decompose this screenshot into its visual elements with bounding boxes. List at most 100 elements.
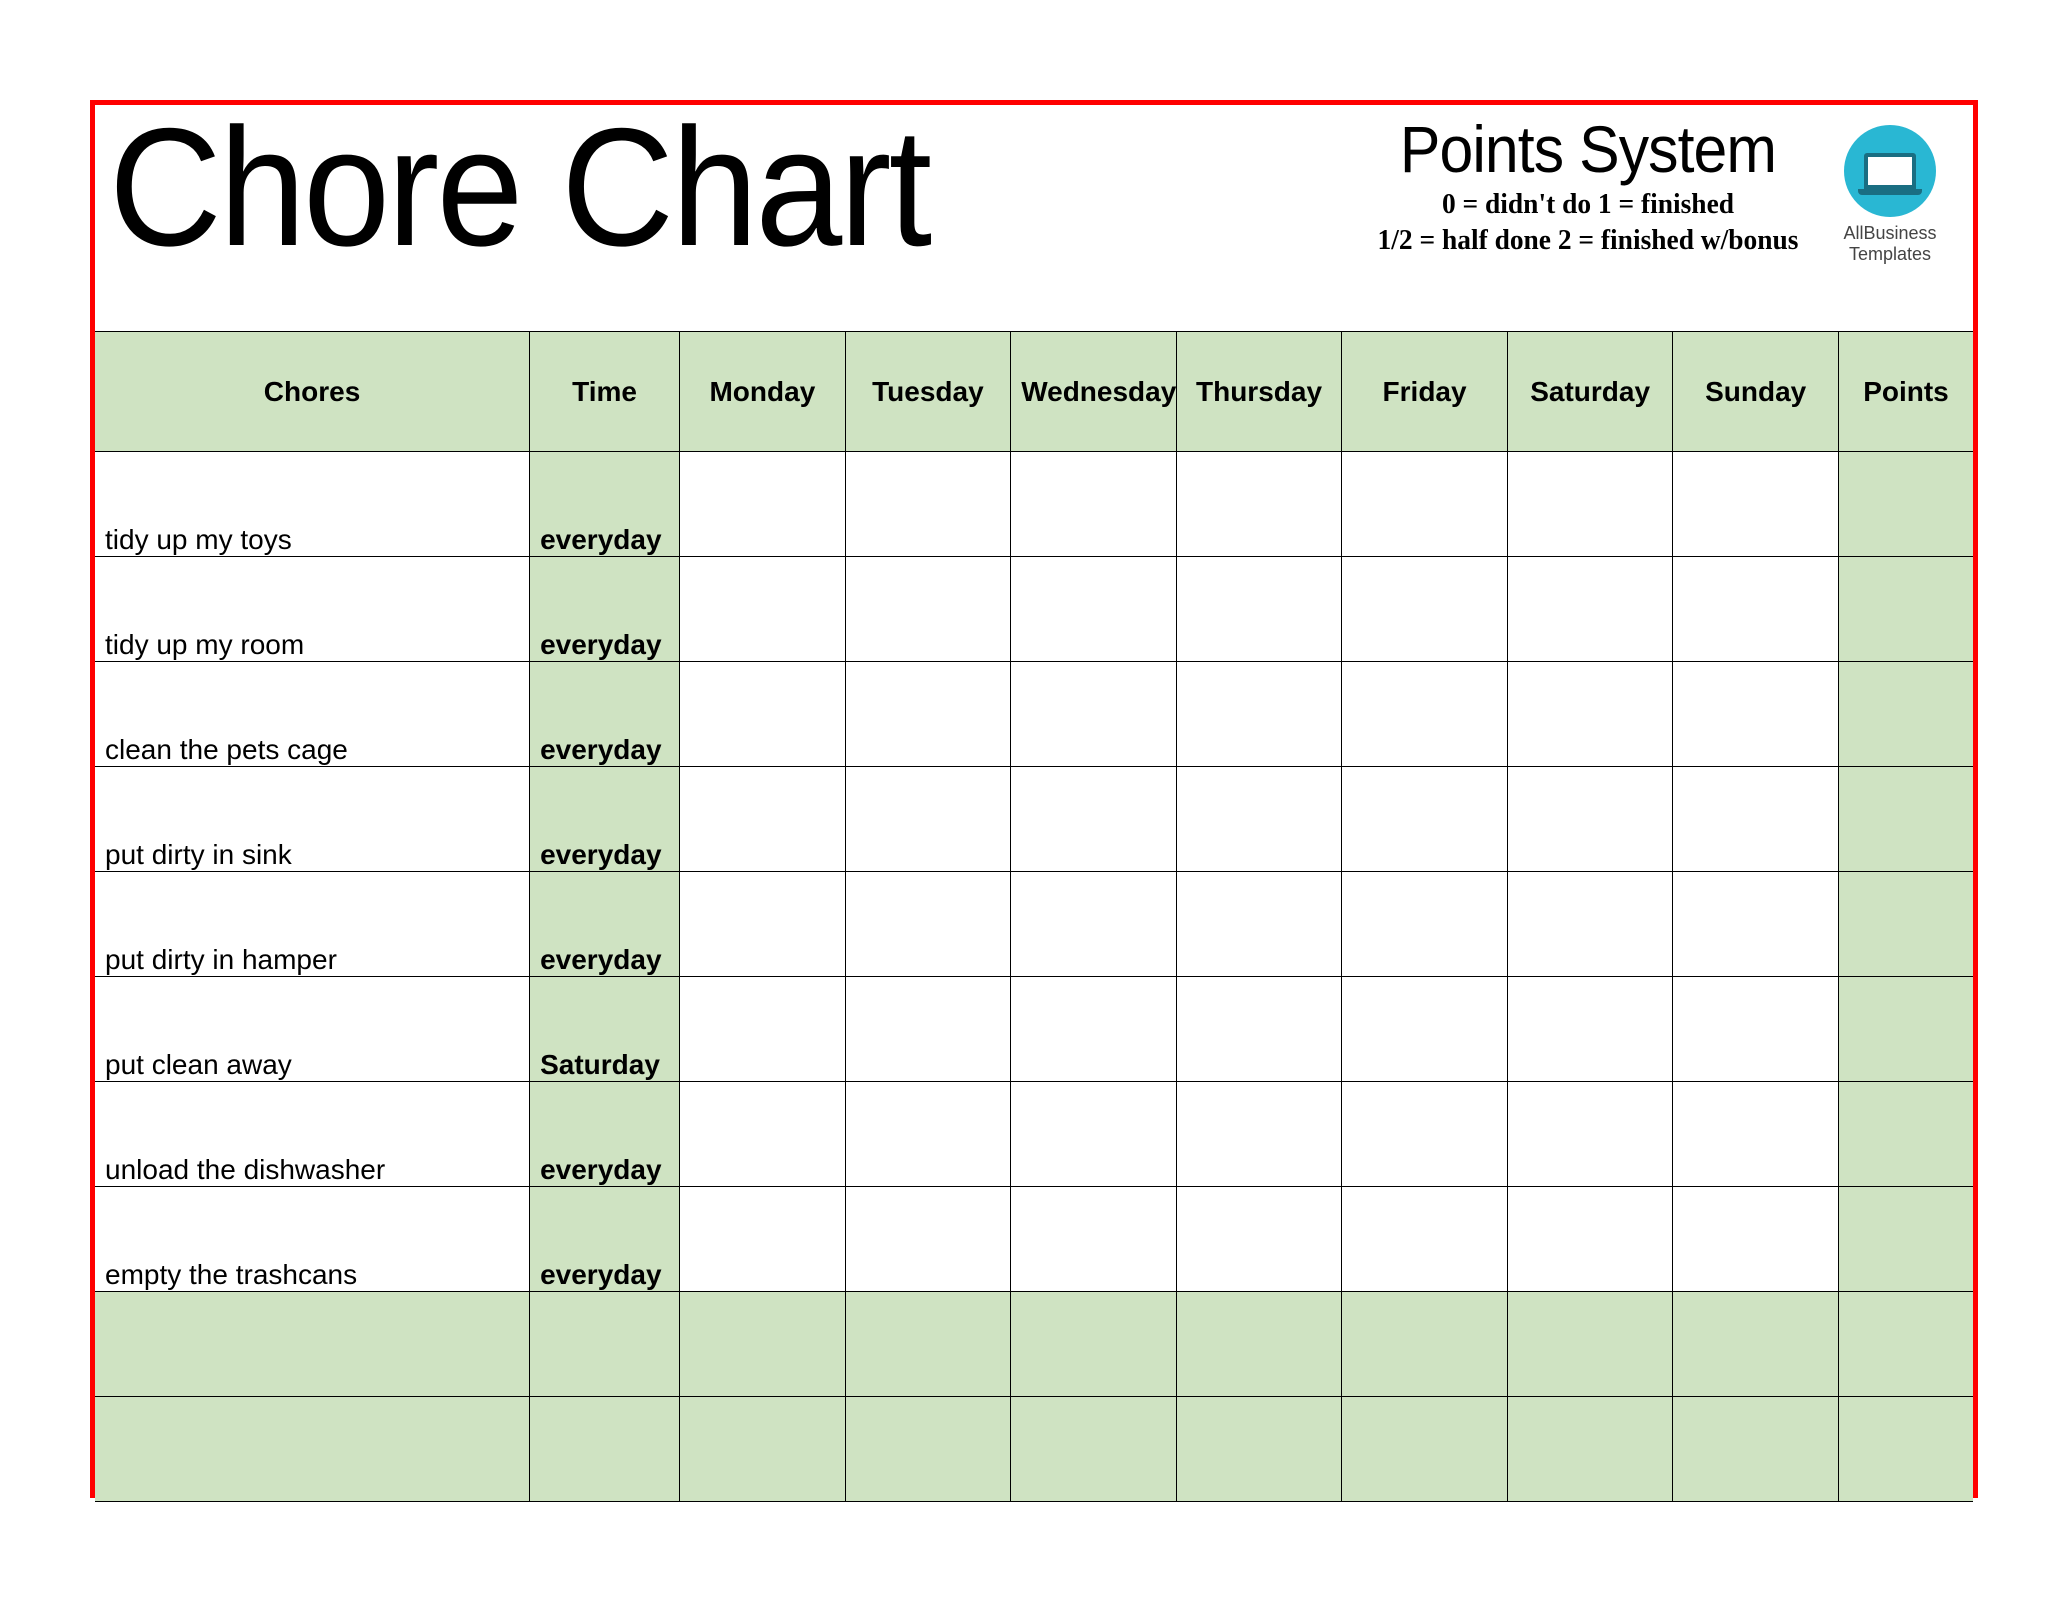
day-cell[interactable] <box>1507 662 1673 767</box>
points-cell[interactable] <box>1838 977 1973 1082</box>
chore-cell: empty the trashcans <box>95 1187 530 1292</box>
day-cell[interactable] <box>1673 452 1839 557</box>
points-cell[interactable] <box>1838 872 1973 977</box>
day-cell[interactable] <box>1673 872 1839 977</box>
points-cell[interactable] <box>1838 1082 1973 1187</box>
day-cell[interactable] <box>680 557 846 662</box>
day-cell[interactable] <box>1176 872 1342 977</box>
day-cell[interactable] <box>1673 767 1839 872</box>
chore-cell: tidy up my room <box>95 557 530 662</box>
points-system-heading: Points System <box>1390 111 1786 187</box>
day-cell[interactable] <box>680 452 846 557</box>
chore-cell: put dirty in hamper <box>95 872 530 977</box>
day-cell[interactable] <box>1673 557 1839 662</box>
day-cell[interactable] <box>845 767 1011 872</box>
empty-cell <box>1342 1397 1508 1502</box>
day-cell[interactable] <box>845 662 1011 767</box>
chore-cell: tidy up my toys <box>95 452 530 557</box>
day-cell[interactable] <box>845 1082 1011 1187</box>
time-cell: everyday <box>530 1082 680 1187</box>
empty-cell <box>845 1292 1011 1397</box>
time-cell: everyday <box>530 767 680 872</box>
day-cell[interactable] <box>1176 557 1342 662</box>
day-cell[interactable] <box>1507 767 1673 872</box>
day-cell[interactable] <box>680 767 846 872</box>
day-cell[interactable] <box>1342 452 1508 557</box>
table-row: tidy up my roomeveryday <box>95 557 1973 662</box>
day-cell[interactable] <box>1176 1082 1342 1187</box>
table-header-row: Chores Time Monday Tuesday Wednesday Thu… <box>95 332 1973 452</box>
empty-cell <box>530 1397 680 1502</box>
day-cell[interactable] <box>1673 977 1839 1082</box>
day-cell[interactable] <box>845 872 1011 977</box>
empty-cell <box>95 1397 530 1502</box>
day-cell[interactable] <box>845 977 1011 1082</box>
table-row: put dirty in hampereveryday <box>95 872 1973 977</box>
day-cell[interactable] <box>1176 977 1342 1082</box>
day-cell[interactable] <box>1011 872 1177 977</box>
points-cell[interactable] <box>1838 452 1973 557</box>
laptop-icon <box>1844 125 1936 217</box>
day-cell[interactable] <box>1176 1187 1342 1292</box>
chore-cell: clean the pets cage <box>95 662 530 767</box>
empty-row <box>95 1292 1973 1397</box>
day-cell[interactable] <box>1176 662 1342 767</box>
empty-cell <box>1176 1397 1342 1502</box>
col-header-sunday: Sunday <box>1673 332 1839 452</box>
empty-cell <box>680 1292 846 1397</box>
day-cell[interactable] <box>1673 662 1839 767</box>
day-cell[interactable] <box>1507 1082 1673 1187</box>
day-cell[interactable] <box>1507 452 1673 557</box>
empty-cell <box>1507 1292 1673 1397</box>
day-cell[interactable] <box>1011 662 1177 767</box>
day-cell[interactable] <box>680 1082 846 1187</box>
day-cell[interactable] <box>845 452 1011 557</box>
chore-cell: unload the dishwasher <box>95 1082 530 1187</box>
day-cell[interactable] <box>1011 977 1177 1082</box>
day-cell[interactable] <box>1342 977 1508 1082</box>
day-cell[interactable] <box>1342 1187 1508 1292</box>
day-cell[interactable] <box>1011 1187 1177 1292</box>
day-cell[interactable] <box>845 1187 1011 1292</box>
day-cell[interactable] <box>680 977 846 1082</box>
day-cell[interactable] <box>845 557 1011 662</box>
day-cell[interactable] <box>680 662 846 767</box>
day-cell[interactable] <box>1507 977 1673 1082</box>
day-cell[interactable] <box>1507 872 1673 977</box>
points-system-block: Points System 0 = didn't do 1 = finished… <box>1373 111 1803 260</box>
empty-row <box>95 1397 1973 1502</box>
day-cell[interactable] <box>1342 767 1508 872</box>
day-cell[interactable] <box>1342 872 1508 977</box>
day-cell[interactable] <box>1176 767 1342 872</box>
col-header-wednesday: Wednesday <box>1011 332 1177 452</box>
day-cell[interactable] <box>1342 557 1508 662</box>
empty-cell <box>1011 1397 1177 1502</box>
points-cell[interactable] <box>1838 557 1973 662</box>
day-cell[interactable] <box>1673 1082 1839 1187</box>
brand-logo: AllBusiness Templates <box>1825 125 1955 264</box>
time-cell: everyday <box>530 1187 680 1292</box>
time-cell: everyday <box>530 872 680 977</box>
points-cell[interactable] <box>1838 662 1973 767</box>
col-header-tuesday: Tuesday <box>845 332 1011 452</box>
day-cell[interactable] <box>1507 557 1673 662</box>
day-cell[interactable] <box>1011 767 1177 872</box>
day-cell[interactable] <box>1176 452 1342 557</box>
points-cell[interactable] <box>1838 1187 1973 1292</box>
day-cell[interactable] <box>1342 1082 1508 1187</box>
empty-cell <box>1838 1397 1973 1502</box>
empty-cell <box>1838 1292 1973 1397</box>
day-cell[interactable] <box>1673 1187 1839 1292</box>
col-header-thursday: Thursday <box>1176 332 1342 452</box>
empty-cell <box>680 1397 846 1502</box>
empty-cell <box>95 1292 530 1397</box>
day-cell[interactable] <box>1342 662 1508 767</box>
day-cell[interactable] <box>1011 452 1177 557</box>
day-cell[interactable] <box>1011 557 1177 662</box>
day-cell[interactable] <box>1507 1187 1673 1292</box>
chore-table: Chores Time Monday Tuesday Wednesday Thu… <box>95 331 1973 1502</box>
day-cell[interactable] <box>680 872 846 977</box>
points-cell[interactable] <box>1838 767 1973 872</box>
day-cell[interactable] <box>680 1187 846 1292</box>
day-cell[interactable] <box>1011 1082 1177 1187</box>
